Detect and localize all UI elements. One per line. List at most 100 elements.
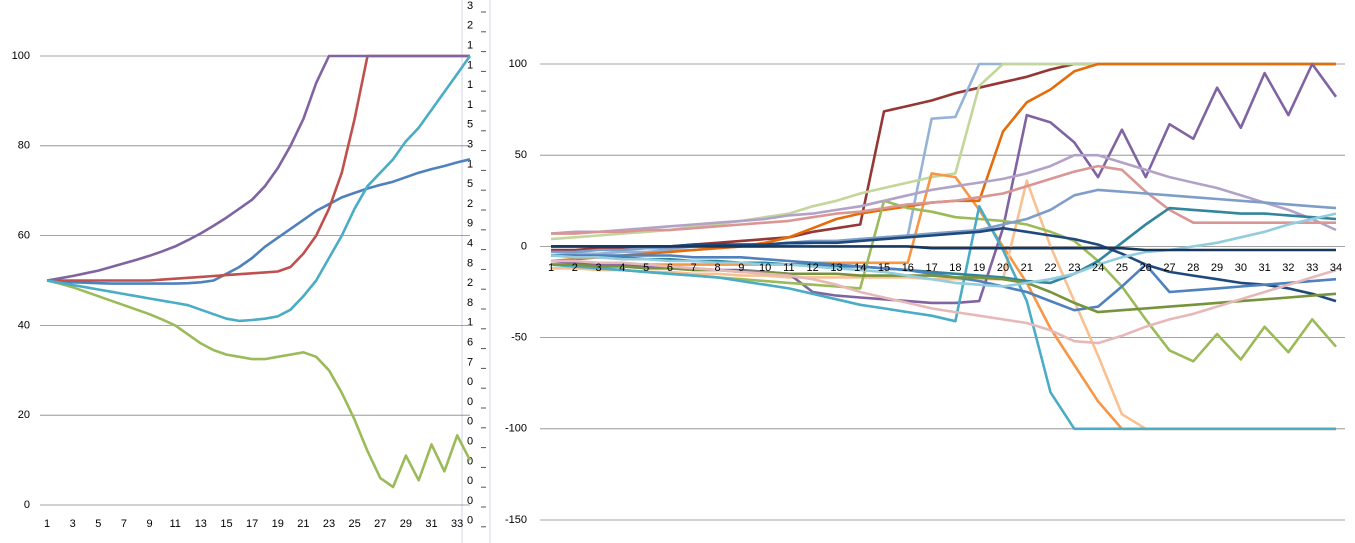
cell-text: 9 xyxy=(467,218,473,230)
cell-text: 0 xyxy=(467,396,473,408)
x-tick-label: 19 xyxy=(973,262,985,274)
x-tick-label: 12 xyxy=(807,262,819,274)
x-tick-label: 21 xyxy=(297,518,309,530)
cell-text: 7 xyxy=(467,356,473,368)
x-tick-label: 10 xyxy=(759,262,771,274)
y-tick-label: 40 xyxy=(18,319,30,331)
series-line xyxy=(551,164,1336,235)
x-tick-label: 25 xyxy=(349,518,361,530)
x-tick-label: 23 xyxy=(323,518,335,530)
series-line xyxy=(46,279,472,489)
y-tick-label: 100 xyxy=(509,58,527,70)
x-tick-label: 31 xyxy=(425,518,437,530)
x-tick-label: 15 xyxy=(878,262,890,274)
cell-text: 0 xyxy=(467,376,473,388)
y-tick-label: 80 xyxy=(18,140,30,152)
x-tick-label: 9 xyxy=(146,518,152,530)
x-tick-label: 9 xyxy=(738,262,744,274)
x-tick-label: 5 xyxy=(95,518,101,530)
cell-text: 2 xyxy=(467,198,473,210)
cell-text: 1 xyxy=(467,99,473,111)
y-tick-label: -50 xyxy=(511,332,527,344)
series-line xyxy=(551,179,1336,431)
x-tick-label: 17 xyxy=(246,518,258,530)
cell-text: 2 xyxy=(467,20,473,32)
x-tick-label: 14 xyxy=(854,262,866,274)
cell-text: 5 xyxy=(467,119,473,131)
y-tick-label: 0 xyxy=(521,240,527,252)
x-tick-label: 13 xyxy=(830,262,842,274)
series-line xyxy=(47,54,470,282)
series-line xyxy=(550,153,1337,235)
x-tick-label: 25 xyxy=(1116,262,1128,274)
x-tick-label: 32 xyxy=(1282,262,1294,274)
x-tick-label: 33 xyxy=(451,518,463,530)
x-tick-label: 24 xyxy=(1092,262,1104,274)
x-tick-label: 8 xyxy=(714,262,720,274)
x-tick-label: 27 xyxy=(374,518,386,530)
x-tick-label: 7 xyxy=(691,262,697,274)
cell-text: 0 xyxy=(467,436,473,448)
cell-text: 0 xyxy=(467,515,473,527)
x-tick-label: 34 xyxy=(1330,262,1342,274)
x-tick-label: 17 xyxy=(925,262,937,274)
cell-text: 1 xyxy=(467,158,473,170)
cell-text: 4 xyxy=(467,238,473,250)
x-tick-label: 1 xyxy=(44,518,50,530)
x-tick-label: 29 xyxy=(1211,262,1223,274)
x-tick-label: 13 xyxy=(195,518,207,530)
series-line xyxy=(551,245,1336,252)
x-tick-label: 21 xyxy=(1021,262,1033,274)
x-tick-label: 6 xyxy=(667,262,673,274)
cell-text: 0 xyxy=(467,416,473,428)
series-line xyxy=(550,212,1337,288)
x-tick-label: 23 xyxy=(1068,262,1080,274)
cell-text: 6 xyxy=(467,337,473,349)
cell-column: 3 2 1 1 1 1 5 3 1 5 2 9 4 8 2 8 1 6 7 0 0 0 0 0 0 0 0 xyxy=(467,0,486,528)
cell-text: 1 xyxy=(467,40,473,52)
x-tick-label: 16 xyxy=(902,262,914,274)
x-tick-label: 29 xyxy=(400,518,412,530)
x-tick-label: 7 xyxy=(121,518,127,530)
y-tick-label: 20 xyxy=(18,409,30,421)
cell-text: 0 xyxy=(467,475,473,487)
cell-text: 5 xyxy=(467,178,473,190)
x-tick-label: 22 xyxy=(1044,262,1056,274)
cell-text: 0 xyxy=(467,455,473,467)
x-tick-label: 27 xyxy=(1163,262,1175,274)
y-tick-label: 100 xyxy=(12,50,30,62)
cell-text: 1 xyxy=(467,79,473,91)
x-tick-label: 15 xyxy=(220,518,232,530)
x-tick-label: 18 xyxy=(949,262,961,274)
cell-text: 3 xyxy=(467,139,473,151)
x-tick-label: 20 xyxy=(997,262,1009,274)
y-tick-label: -150 xyxy=(505,514,527,526)
y-tick-label: 50 xyxy=(515,149,527,161)
x-tick-label: 30 xyxy=(1235,262,1247,274)
series-line xyxy=(46,55,472,323)
x-tick-label: 11 xyxy=(783,262,794,274)
series-line xyxy=(550,205,1336,431)
y-tick-label: -100 xyxy=(505,423,527,435)
x-tick-label: 1 xyxy=(548,262,554,274)
y-tick-label: 60 xyxy=(18,230,30,242)
cell-text: 8 xyxy=(467,257,473,269)
x-tick-label: 31 xyxy=(1259,262,1271,274)
series-line xyxy=(551,259,1337,345)
x-tick-label: 19 xyxy=(272,518,284,530)
series-line xyxy=(46,158,471,285)
cell-text: 2 xyxy=(467,277,473,289)
cell-text: 3 xyxy=(467,0,473,12)
cell-text: 1 xyxy=(467,59,473,71)
x-tick-label: 33 xyxy=(1306,262,1318,274)
x-tick-label: 4 xyxy=(619,262,625,274)
x-tick-label: 3 xyxy=(596,262,602,274)
series-line xyxy=(46,54,470,282)
x-tick-label: 2 xyxy=(572,262,578,274)
x-tick-label: 3 xyxy=(70,518,76,530)
series-line xyxy=(551,263,1337,314)
